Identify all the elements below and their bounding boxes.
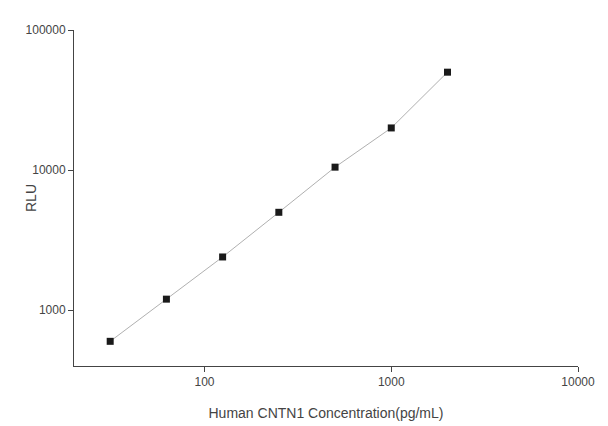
svg-text:100000: 100000 (26, 23, 66, 37)
svg-text:10000: 10000 (32, 163, 66, 177)
svg-text:10000: 10000 (561, 375, 595, 389)
svg-text:1000: 1000 (39, 303, 66, 317)
svg-text:Human CNTN1 Concentration(pg/m: Human CNTN1 Concentration(pg/mL) (209, 405, 444, 421)
svg-text:100: 100 (195, 375, 215, 389)
svg-text:1000: 1000 (378, 375, 405, 389)
svg-text:RLU: RLU (23, 184, 39, 212)
